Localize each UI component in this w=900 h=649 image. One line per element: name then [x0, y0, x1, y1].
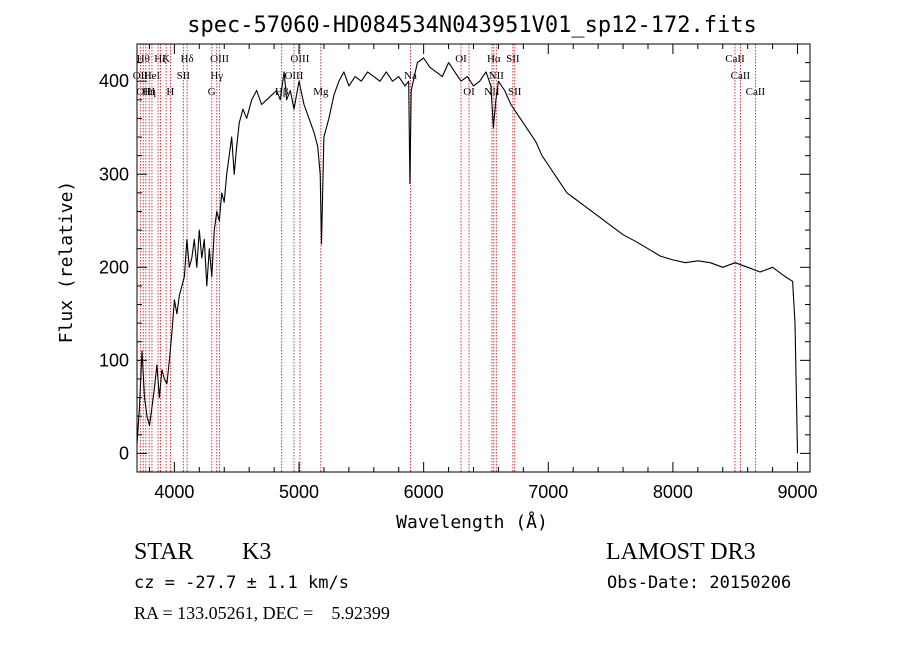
object-subclass: K3 — [242, 539, 272, 565]
spectral-line-label: G — [208, 86, 216, 98]
y-tick-label: 100 — [99, 350, 129, 370]
spectral-line-label: Hθ — [137, 53, 150, 65]
spectral-line-label: SII — [177, 70, 191, 82]
spectral-line-label: H — [166, 86, 174, 98]
spectral-line-label: Hζ — [154, 53, 167, 65]
spectral-line-label: Hα — [487, 53, 501, 65]
plot-frame — [136, 43, 811, 473]
spectral-line-label: Hη — [142, 86, 156, 98]
spectral-line-markers: OIIHθOIIIHηHeIHζKHSIIHδGHγOIIIHβOIIIOIII… — [133, 44, 766, 472]
x-tick-label: 8000 — [653, 482, 693, 502]
spectral-line-label: Hγ — [210, 70, 223, 82]
y-tick-label: 200 — [99, 257, 129, 277]
spectral-line-label: OI — [463, 86, 475, 98]
object-type: STAR — [134, 539, 194, 565]
y-tick-label: 300 — [99, 164, 129, 184]
y-axis-label: Flux (relative) — [56, 181, 77, 344]
spectral-line-label: HeI — [144, 70, 161, 82]
spectral-line-label: NII — [489, 70, 505, 82]
axes: 4000 5000 6000 7000 8000 9000 0 100 200 300 400 — [99, 43, 818, 502]
survey-name: LAMOST DR3 — [606, 539, 756, 565]
spectrum-line — [136, 57, 799, 454]
x-tick-label: 6000 — [404, 482, 444, 502]
x-tick-label: 9000 — [778, 482, 818, 502]
spectral-line-label: OIII — [290, 53, 309, 65]
spectral-line-label: Mg — [313, 86, 329, 98]
spectral-line-label: K — [162, 53, 170, 65]
spectral-line-label: CaII — [746, 86, 766, 98]
spectral-line-label: OIII — [210, 53, 229, 65]
x-axis-label: Wavelength (Å) — [396, 511, 548, 533]
x-tick-label: 5000 — [279, 482, 319, 502]
spectral-line-label: CaII — [725, 53, 745, 65]
redshift-velocity: cz = -27.7 ± 1.1 km/s — [134, 573, 349, 593]
spectral-line-label: CaII — [731, 70, 751, 82]
y-tick-label: 0 — [119, 443, 129, 463]
observation-date: Obs-Date: 20150206 — [607, 573, 792, 593]
chart-title: spec-57060-HD084534N043951V01_sp12-172.f… — [187, 13, 757, 38]
spectral-line-label: Hδ — [181, 53, 194, 65]
spectral-line-label: SII — [506, 53, 520, 65]
x-tick-label: 7000 — [528, 482, 568, 502]
coordinates: RA = 133.05261, DEC = 5.92399 — [134, 603, 390, 623]
y-tick-label: 400 — [99, 71, 129, 91]
spectral-line-label: OIII — [136, 86, 155, 98]
spectrum-series — [136, 57, 799, 454]
spectral-line-label: SII — [508, 86, 522, 98]
spectral-line-label: OI — [455, 53, 467, 65]
spectral-line-label: OIII — [284, 70, 303, 82]
x-tick-label: 4000 — [154, 482, 194, 502]
